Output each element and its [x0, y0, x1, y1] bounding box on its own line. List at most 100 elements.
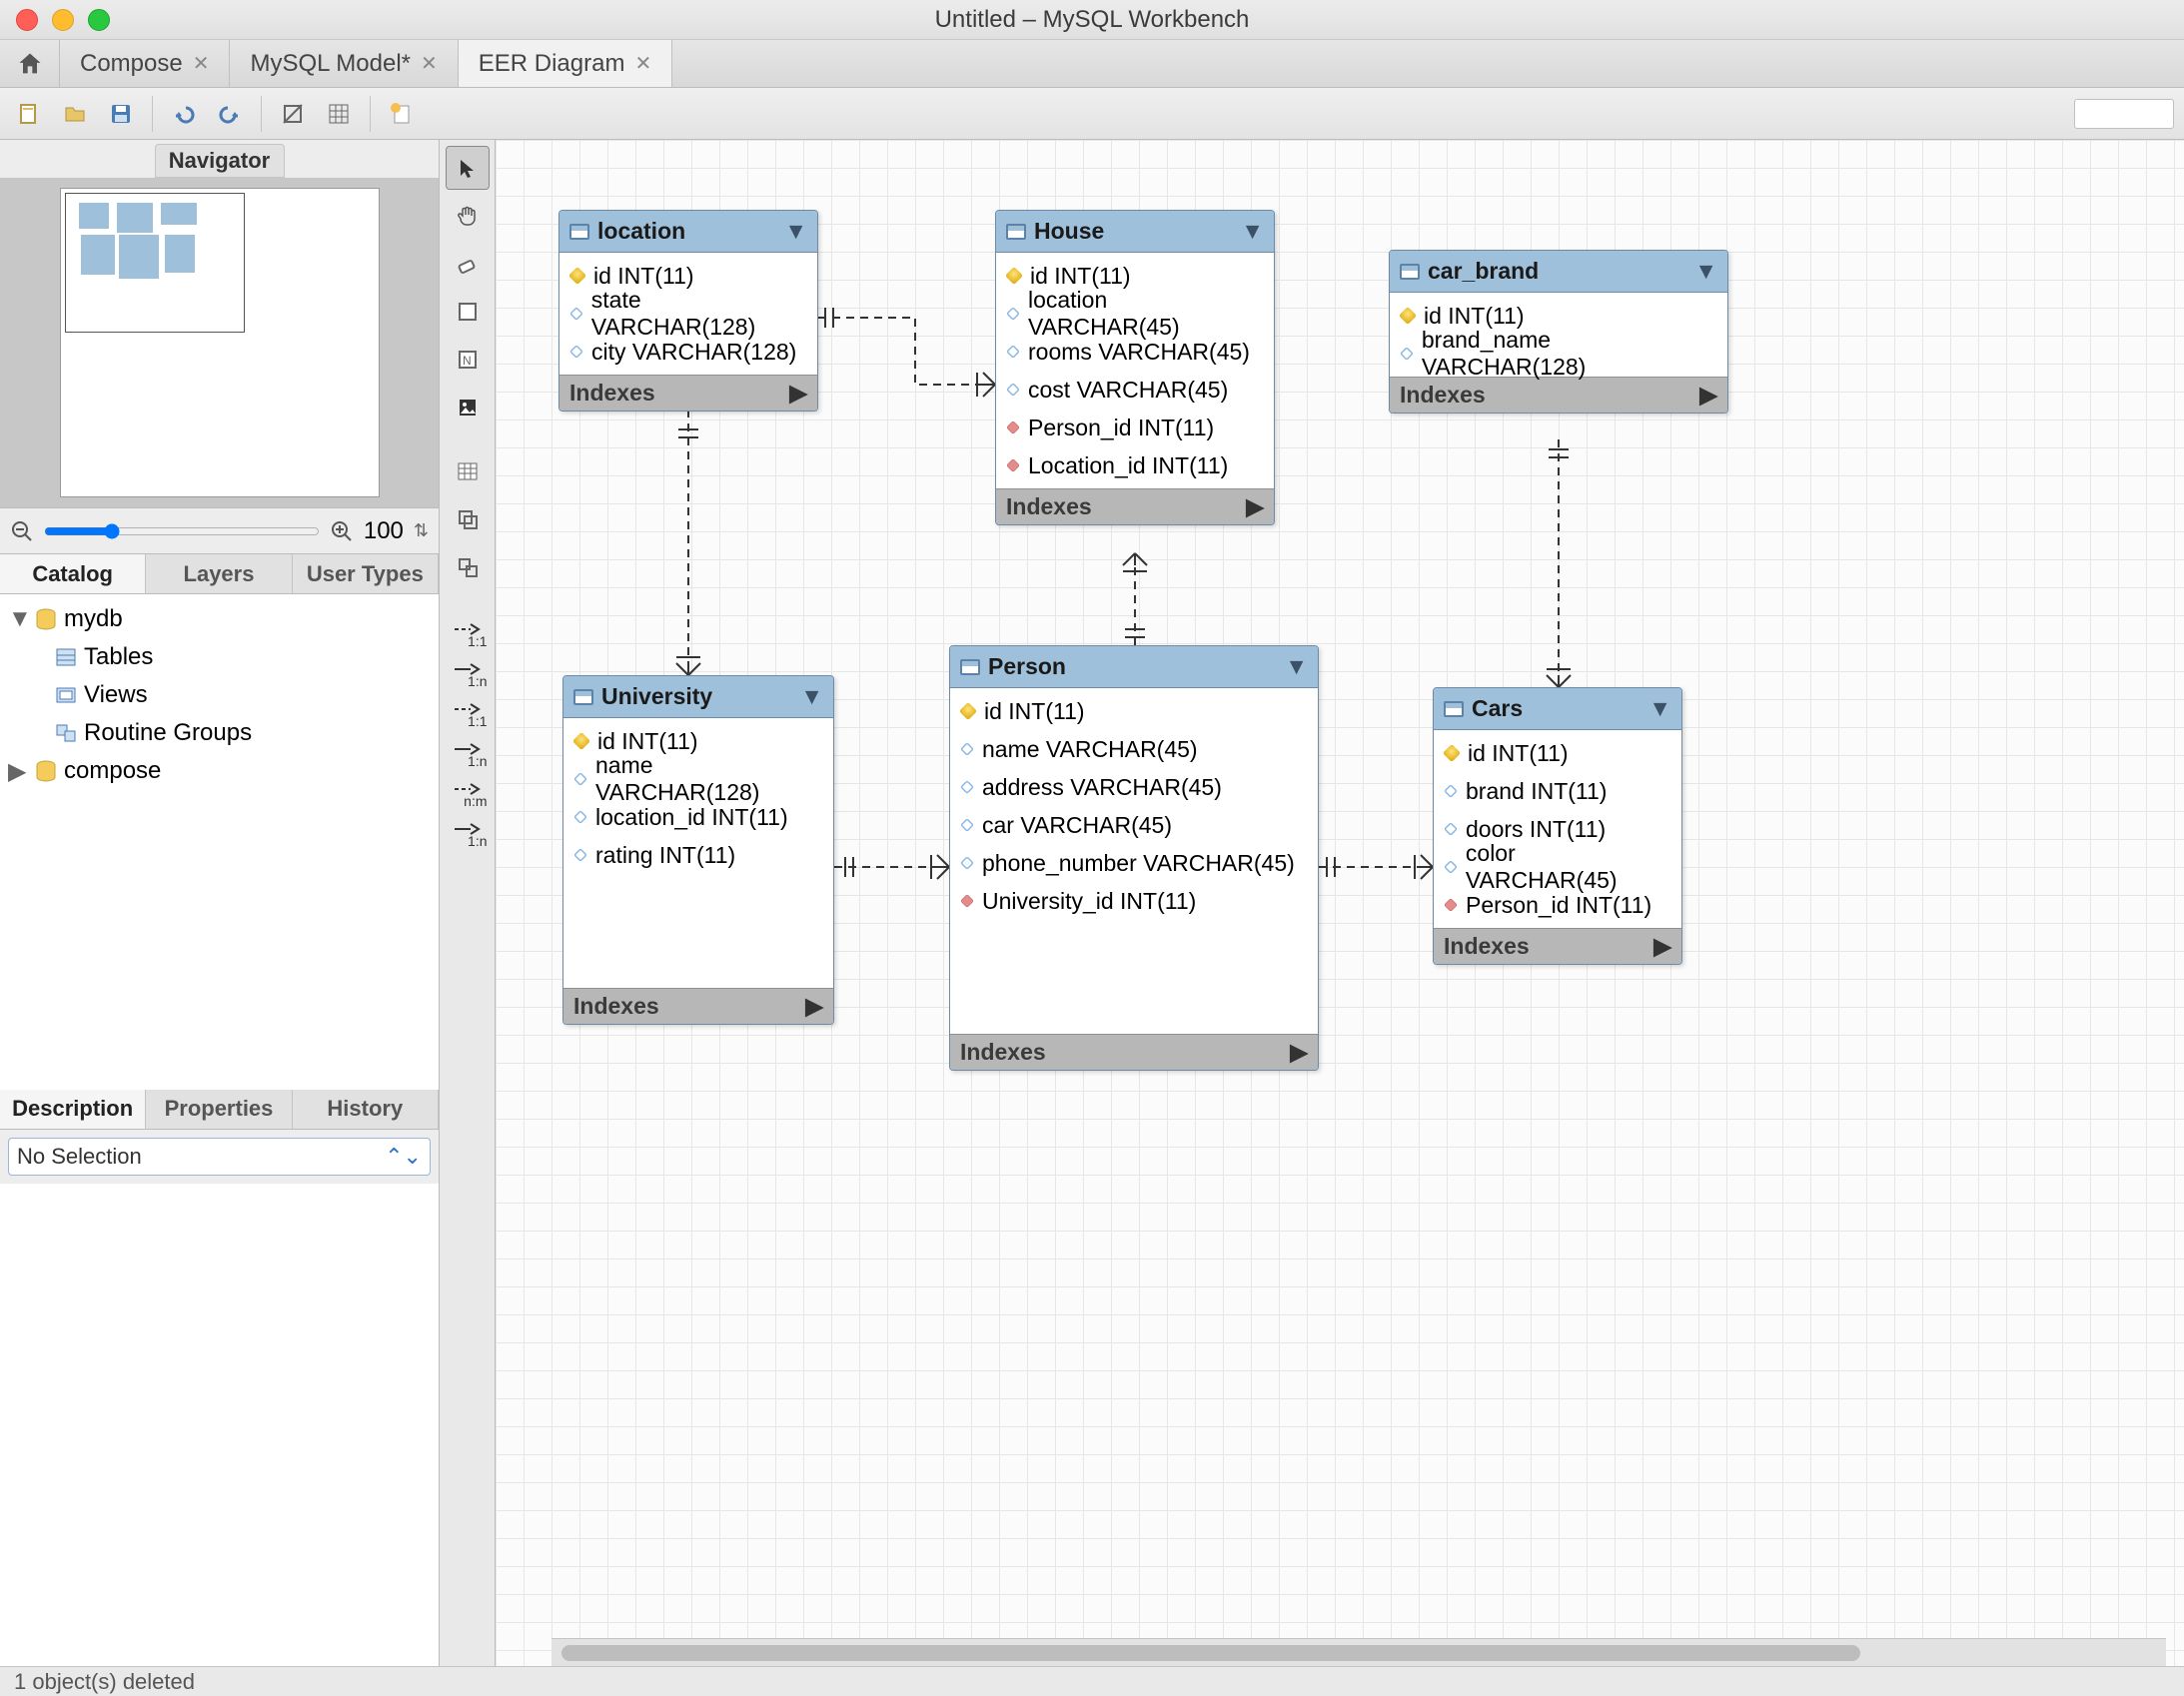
image-tool[interactable]	[446, 386, 490, 429]
entity-column[interactable]: name VARCHAR(128)	[563, 760, 833, 798]
relation-tool-1-n-3[interactable]: 1:n	[446, 729, 490, 769]
tree-item-tables[interactable]: Tables	[0, 638, 439, 676]
save-button[interactable]	[102, 95, 140, 133]
scrollbar-thumb[interactable]	[561, 1645, 1860, 1661]
tab-compose[interactable]: Compose✕	[60, 40, 230, 87]
selection-dropdown[interactable]: No Selection ⌃⌄	[8, 1138, 431, 1176]
info-tab-description[interactable]: Description	[0, 1090, 146, 1129]
entity-column[interactable]: id INT(11)	[950, 692, 1318, 730]
minimap[interactable]	[0, 178, 439, 508]
entity-header[interactable]: car_brand ▼	[1390, 251, 1727, 293]
entity-column[interactable]: University_id INT(11)	[950, 882, 1318, 920]
hand-tool[interactable]	[446, 194, 490, 238]
entity-indexes[interactable]: Indexes ▶	[950, 1034, 1318, 1070]
entity-column[interactable]: address VARCHAR(45)	[950, 768, 1318, 806]
collapse-icon[interactable]: ▼	[1285, 653, 1308, 680]
entity-column[interactable]: color VARCHAR(45)	[1434, 848, 1681, 886]
entity-car_brand[interactable]: car_brand ▼ id INT(11)brand_name VARCHAR…	[1389, 250, 1728, 414]
close-icon[interactable]: ✕	[421, 51, 438, 76]
tree-db-mydb[interactable]: ▼ mydb	[0, 600, 439, 638]
open-file-button[interactable]	[56, 95, 94, 133]
entity-column[interactable]: Location_id INT(11)	[996, 446, 1274, 484]
catalog-tab-catalog[interactable]: Catalog	[0, 554, 146, 593]
home-tab[interactable]	[0, 40, 60, 87]
align-grid-button[interactable]	[320, 95, 358, 133]
entity-indexes[interactable]: Indexes ▶	[559, 375, 817, 411]
tree-db-compose[interactable]: ▶ compose	[0, 752, 439, 790]
entity-person[interactable]: Person ▼ id INT(11)name VARCHAR(45)addre…	[949, 645, 1319, 1071]
view-tool[interactable]	[446, 497, 490, 541]
relation-location-house[interactable]	[818, 318, 995, 385]
entity-university[interactable]: University ▼ id INT(11)name VARCHAR(128)…	[562, 675, 834, 1025]
table-tool[interactable]	[446, 449, 490, 493]
entity-column[interactable]: state VARCHAR(128)	[559, 295, 817, 333]
entity-location[interactable]: location ▼ id INT(11)state VARCHAR(128)c…	[558, 210, 818, 412]
diagram-canvas[interactable]: location ▼ id INT(11)state VARCHAR(128)c…	[496, 140, 2184, 1666]
tree-item-routine-groups[interactable]: Routine Groups	[0, 714, 439, 752]
entity-header[interactable]: University ▼	[563, 676, 833, 718]
entity-column[interactable]: Person_id INT(11)	[996, 409, 1274, 446]
tab-mysql-model-[interactable]: MySQL Model*✕	[230, 40, 458, 87]
toggle-grid-button[interactable]	[274, 95, 312, 133]
info-tab-properties[interactable]: Properties	[146, 1090, 292, 1129]
expand-icon[interactable]: ▶	[805, 993, 823, 1020]
disclosure-triangle-icon[interactable]: ▼	[8, 605, 28, 633]
minimap-canvas[interactable]	[60, 188, 380, 497]
entity-header[interactable]: Person ▼	[950, 646, 1318, 688]
close-icon[interactable]: ✕	[634, 51, 651, 76]
close-icon[interactable]: ✕	[193, 51, 210, 76]
entity-header[interactable]: location ▼	[559, 211, 817, 253]
minimize-window[interactable]	[52, 9, 74, 31]
collapse-icon[interactable]: ▼	[1694, 258, 1717, 285]
entity-column[interactable]: car VARCHAR(45)	[950, 806, 1318, 844]
entity-house[interactable]: House ▼ id INT(11)location VARCHAR(45)ro…	[995, 210, 1275, 525]
entity-column[interactable]: brand_name VARCHAR(128)	[1390, 335, 1727, 373]
zoom-out-icon[interactable]	[10, 519, 34, 543]
expand-icon[interactable]: ▶	[789, 380, 807, 407]
entity-indexes[interactable]: Indexes ▶	[1390, 377, 1727, 413]
pointer-tool[interactable]	[446, 146, 490, 190]
entity-column[interactable]: brand INT(11)	[1434, 772, 1681, 810]
relation-tool-n-m-4[interactable]: n:m	[446, 769, 490, 809]
entity-column[interactable]: name VARCHAR(45)	[950, 730, 1318, 768]
disclosure-triangle-icon[interactable]: ▶	[8, 757, 28, 786]
redo-button[interactable]	[211, 95, 249, 133]
entity-column[interactable]: cost VARCHAR(45)	[996, 371, 1274, 409]
navigator-tab[interactable]: Navigator	[155, 144, 285, 178]
entity-indexes[interactable]: Indexes ▶	[996, 488, 1274, 524]
expand-icon[interactable]: ▶	[1246, 493, 1264, 520]
new-file-button[interactable]	[10, 95, 48, 133]
collapse-icon[interactable]: ▼	[1648, 695, 1671, 722]
entity-cars[interactable]: Cars ▼ id INT(11)brand INT(11)doors INT(…	[1433, 687, 1682, 965]
note-tool[interactable]: N	[446, 338, 490, 382]
routine-tool[interactable]	[446, 545, 490, 589]
collapse-icon[interactable]: ▼	[800, 683, 823, 710]
relation-tool-1-1-2[interactable]: 1:1	[446, 689, 490, 729]
expand-icon[interactable]: ▶	[1653, 933, 1671, 960]
expand-icon[interactable]: ▶	[1290, 1039, 1308, 1066]
close-window[interactable]	[16, 9, 38, 31]
entity-column[interactable]: rating INT(11)	[563, 836, 833, 874]
relation-tool-1-n-5[interactable]: 1:n	[446, 809, 490, 849]
catalog-tab-layers[interactable]: Layers	[146, 554, 292, 593]
info-tab-history[interactable]: History	[293, 1090, 439, 1129]
zoom-in-icon[interactable]	[330, 519, 354, 543]
entity-column[interactable]: location VARCHAR(45)	[996, 295, 1274, 333]
catalog-tab-user-types[interactable]: User Types	[293, 554, 439, 593]
layer-tool[interactable]	[446, 290, 490, 334]
toolbar-search[interactable]	[2074, 99, 2174, 129]
entity-indexes[interactable]: Indexes ▶	[563, 988, 833, 1024]
horizontal-scrollbar[interactable]	[551, 1638, 2166, 1666]
entity-column[interactable]: Person_id INT(11)	[1434, 886, 1681, 924]
tab-eer-diagram[interactable]: EER Diagram✕	[459, 40, 672, 87]
entity-header[interactable]: Cars ▼	[1434, 688, 1681, 730]
zoom-window[interactable]	[88, 9, 110, 31]
new-document-button[interactable]	[383, 95, 421, 133]
expand-icon[interactable]: ▶	[1699, 382, 1717, 409]
entity-column[interactable]: phone_number VARCHAR(45)	[950, 844, 1318, 882]
zoom-slider[interactable]	[44, 523, 320, 539]
eraser-tool[interactable]	[446, 242, 490, 286]
entity-column[interactable]: city VARCHAR(128)	[559, 333, 817, 371]
collapse-icon[interactable]: ▼	[1241, 218, 1264, 245]
entity-column[interactable]: id INT(11)	[1434, 734, 1681, 772]
